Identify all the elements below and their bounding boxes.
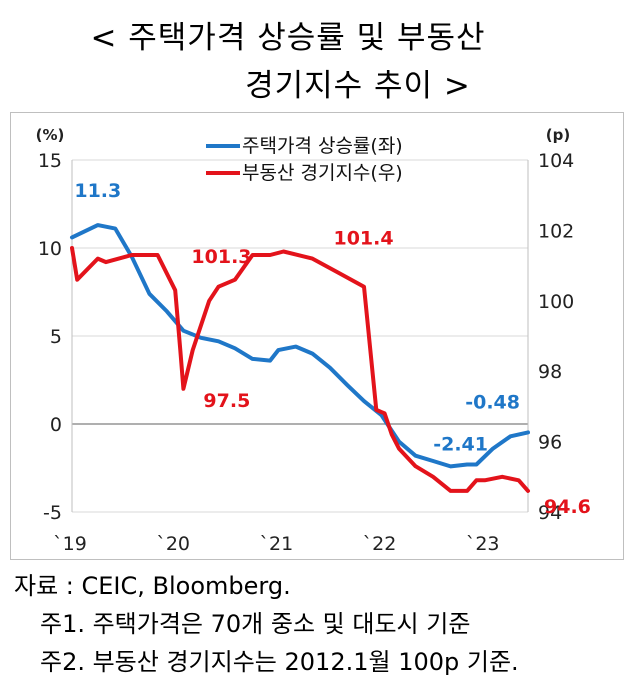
left-tick-label: 15 (38, 150, 62, 172)
legend: 주택가격 상승률(좌) 부동산 경기지수(우) (206, 135, 403, 184)
series-line-real-estate-index (70, 246, 530, 493)
chart-title-line1: < 주택가격 상승률 및 부동산 (90, 20, 486, 56)
left-tick-label: -5 (43, 502, 62, 524)
x-tick-label: `20 (156, 533, 190, 555)
series-line-housing-price (70, 223, 530, 469)
right-axis-unit: (p) (546, 126, 570, 144)
right-tick-label: 104 (538, 150, 574, 172)
x-tick-label: `23 (466, 533, 500, 555)
x-tick-label: `21 (259, 533, 293, 555)
footnote-1: 주1. 주택가격은 70개 중소 및 대도시 기준 (40, 610, 471, 638)
right-tick-label: 98 (538, 361, 562, 383)
right-tick-label: 94 (538, 502, 562, 524)
data-label: -0.48 (465, 391, 520, 413)
left-tick-label: 10 (38, 238, 62, 260)
left-tick-label: 5 (50, 326, 62, 348)
annotations: 11.3 -0.48 -2.41 101.3 101.4 97.5 94.6 (74, 180, 591, 518)
chart-border (10, 112, 624, 560)
grid-lines (72, 159, 528, 513)
x-tick-label: `19 (53, 533, 87, 555)
data-label: 97.5 (203, 390, 250, 412)
data-label: 101.4 (333, 228, 393, 250)
left-tick-label: 0 (50, 414, 62, 436)
footnote-2: 주2. 부동산 경기지수는 2012.1월 100p 기준. (40, 648, 519, 676)
right-tick-label: 102 (538, 220, 574, 242)
legend-label: 부동산 경기지수(우) (242, 162, 403, 184)
series-lines (70, 223, 530, 493)
right-tick-label: 96 (538, 432, 562, 454)
data-label: 11.3 (74, 180, 121, 202)
source-note: 자료 : CEIC, Bloomberg. (14, 572, 291, 600)
legend-label: 주택가격 상승률(좌) (242, 135, 403, 157)
data-label: 94.6 (544, 496, 591, 518)
left-axis-unit: (%) (36, 126, 65, 144)
data-label: 101.3 (191, 246, 251, 268)
data-label: -2.41 (433, 433, 488, 455)
chart-title-line2: 경기지수 추이 > (245, 68, 471, 104)
chart-panel: 15 10 5 0 -5 104 102 100 98 96 94 (%) (p) `19 `20 `21 `2… (10, 112, 624, 560)
axes: 15 10 5 0 -5 104 102 100 98 96 94 (%) (p) `19 `20 `21 `2… (36, 126, 575, 555)
x-tick-label: `22 (363, 533, 397, 555)
right-tick-label: 100 (538, 291, 574, 313)
